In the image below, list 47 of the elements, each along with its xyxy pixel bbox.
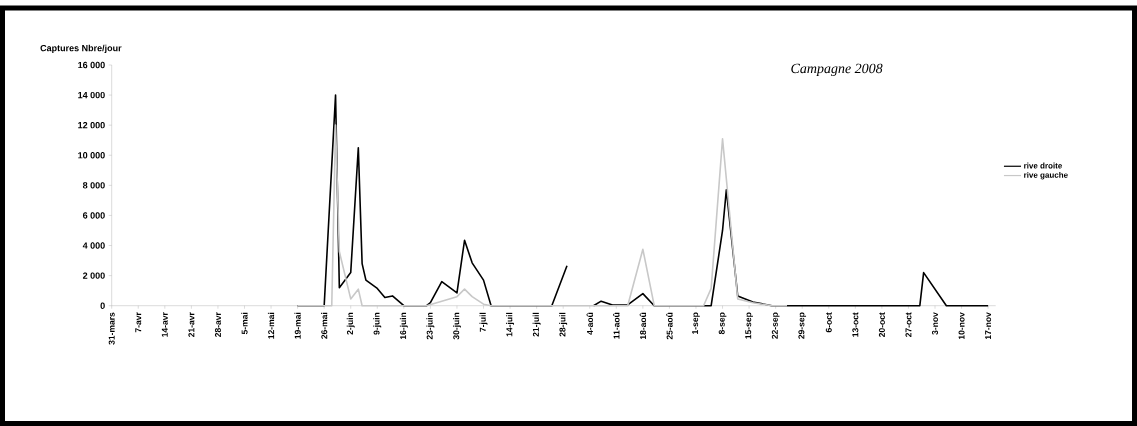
y-tick-label: 4 000 — [82, 242, 105, 249]
y-tick-label: 14 000 — [78, 91, 105, 99]
x-tick-label: 14-juil — [506, 312, 515, 337]
x-tick-label: 23-juin — [426, 312, 435, 340]
x-tick-label: 14-avr — [161, 312, 168, 337]
x-tick-label: 8-sep — [718, 312, 727, 335]
y-tick-label: 2 000 — [82, 272, 105, 279]
y-tick-label: 10 000 — [78, 152, 105, 159]
x-tick-label: 13-oct — [852, 312, 859, 337]
x-tick-label: 7-avr — [135, 312, 142, 333]
x-tick-label: 19-mai — [294, 312, 301, 339]
x-tick-label: 28-avr — [214, 312, 221, 337]
x-tick-label: 22-sep — [771, 312, 780, 339]
x-tick-label: 21-juil — [532, 312, 541, 337]
x-tick-label: 28-juil — [559, 312, 568, 337]
x-tick-label: 1-sep — [692, 312, 700, 334]
x-tick-label: 7-juil — [479, 312, 488, 332]
x-tick-label: 26-mai — [321, 312, 328, 339]
x-tick-label: 15-sep — [745, 312, 753, 339]
legend-label: rive droite — [1024, 162, 1062, 169]
x-tick-label: 12-mai — [267, 312, 275, 339]
x-tick-label: 27-oct — [905, 312, 912, 337]
x-tick-label: 17-nov — [985, 312, 992, 340]
x-tick-label: 20-oct — [878, 312, 885, 337]
x-tick-label: 2-juin — [346, 312, 355, 335]
x-tick-label: 4-aoû — [586, 312, 593, 335]
y-tick-label: 12 000 — [78, 121, 105, 129]
x-tick-label: 31-mars — [108, 312, 115, 345]
legend-label: rive gauche — [1024, 171, 1068, 180]
chart-title: Campagne 2008 — [791, 63, 883, 77]
x-tick-label: 30-juin — [452, 312, 461, 340]
x-tick-label: 18-aoû — [639, 312, 647, 340]
x-tick-label: 5-mai — [241, 312, 248, 335]
x-tick-label: 3-nov — [932, 312, 939, 335]
y-tick-label: 0 — [100, 302, 105, 309]
x-tick-label: 29-sep — [798, 312, 807, 339]
x-tick-label: 9-juin — [373, 312, 382, 335]
x-tick-label: 25-aoû — [666, 312, 673, 340]
x-tick-label: 11-aoû — [613, 312, 620, 339]
x-tick-label: 6-oct — [825, 312, 832, 333]
y-tick-label: 6 000 — [82, 212, 105, 219]
x-tick-label: 16-juin — [399, 312, 408, 340]
y-tick-label: 8 000 — [82, 182, 105, 189]
x-tick-label: 10-nov — [958, 312, 965, 340]
y-axis-title: Captures Nbre/jour — [40, 44, 122, 54]
y-tick-label: 16 000 — [78, 61, 105, 69]
x-tick-label: 21-avr — [188, 312, 195, 337]
